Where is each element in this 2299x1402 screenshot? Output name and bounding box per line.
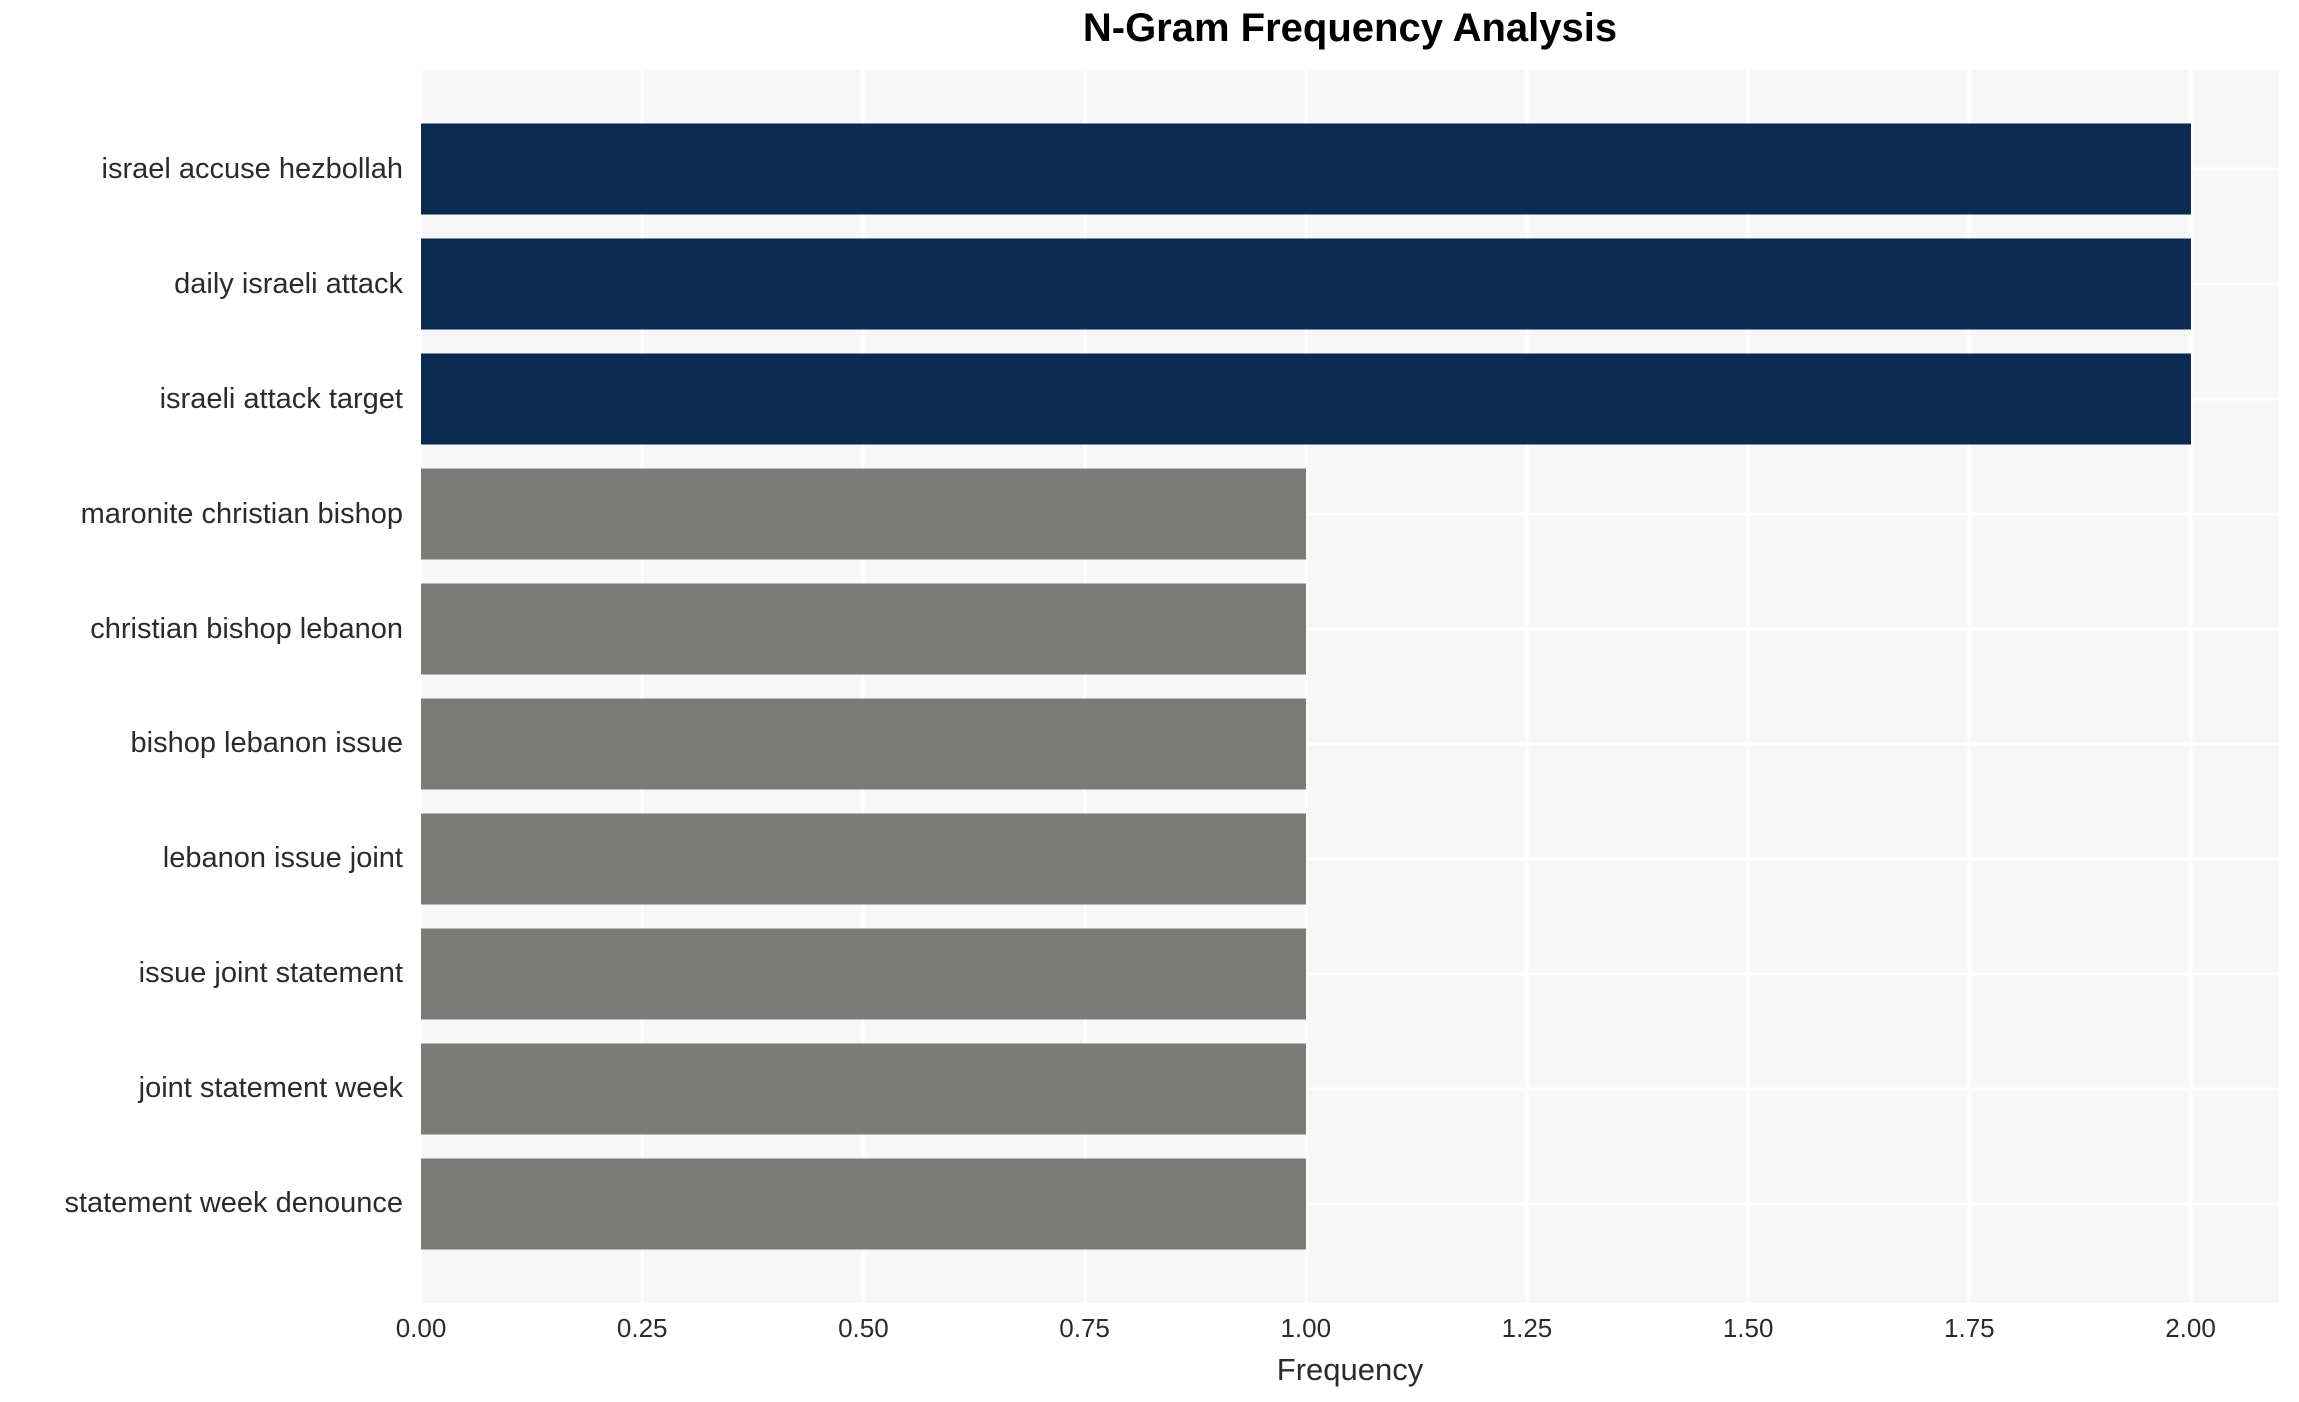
bar-row: bishop lebanon issue	[0, 687, 2279, 802]
y-tick-label: israeli attack target	[159, 382, 403, 415]
chart-title: N-Gram Frequency Analysis	[1082, 6, 1618, 50]
bar-track	[421, 342, 2279, 457]
bar-track	[421, 916, 2279, 1031]
bar-row: maronite christian bishop	[0, 457, 2279, 572]
y-tick-label: joint statement week	[138, 1072, 403, 1105]
bar-track	[421, 572, 2279, 687]
vertical-gridline	[1304, 70, 1308, 1303]
x-tick-label: 0.00	[395, 1313, 447, 1343]
horizontal-gridline	[421, 1087, 2279, 1091]
bar-track	[421, 801, 2279, 916]
bar-track	[421, 1146, 2279, 1261]
bar	[421, 1158, 1306, 1250]
horizontal-gridline	[421, 627, 2279, 631]
y-tick-label: bishop lebanon issue	[130, 727, 403, 760]
vertical-gridline	[1746, 70, 1750, 1303]
bar-track	[421, 227, 2279, 342]
bar	[421, 813, 1306, 905]
vertical-gridline	[1967, 70, 1971, 1303]
x-tick-label: 0.25	[616, 1313, 668, 1343]
bar-row: israel accuse hezbollah	[0, 112, 2279, 227]
vertical-gridline	[1525, 70, 1529, 1303]
bar-row: statement week denounce	[0, 1146, 2279, 1261]
bar	[421, 353, 2191, 445]
y-tick-label: daily israeli attack	[174, 267, 403, 300]
bar-row: israeli attack target	[0, 342, 2279, 457]
bar-rows: israel accuse hezbollah daily israeli att…	[0, 70, 2279, 1303]
bar-track	[421, 457, 2279, 572]
x-axis: 0.00 0.25 0.50 0.75 1.00 1.25 1.50 1.75 2.00	[396, 1303, 2279, 1349]
bar-track	[421, 687, 2279, 802]
horizontal-gridline	[421, 972, 2279, 976]
bar	[421, 928, 1306, 1020]
horizontal-gridline	[421, 512, 2279, 516]
bar-row: daily israeli attack	[0, 227, 2279, 342]
bar-row: lebanon issue joint	[0, 801, 2279, 916]
x-tick-label: 1.25	[1501, 1313, 1553, 1343]
y-tick-label: lebanon issue joint	[162, 842, 403, 875]
bar	[421, 1043, 1306, 1135]
bar-track	[421, 1031, 2279, 1146]
vertical-gridline	[640, 70, 644, 1303]
bar	[421, 238, 2191, 330]
y-tick-label: issue joint statement	[138, 957, 403, 990]
y-tick-label: christian bishop lebanon	[90, 612, 403, 645]
y-tick-label: maronite christian bishop	[80, 497, 403, 530]
y-tick-label: israel accuse hezbollah	[101, 152, 403, 185]
bar-row: christian bishop lebanon	[0, 572, 2279, 687]
bar	[421, 583, 1306, 675]
x-tick-label: 0.50	[838, 1313, 889, 1343]
bar-row: issue joint statement	[0, 916, 2279, 1031]
x-tick-label: 1.50	[1722, 1313, 1774, 1343]
y-tick-label: statement week denounce	[64, 1187, 403, 1220]
horizontal-gridline	[421, 1202, 2279, 1206]
vertical-gridline	[861, 70, 865, 1303]
bar	[421, 468, 1306, 560]
bar-row: joint statement week	[0, 1031, 2279, 1146]
horizontal-gridline	[421, 857, 2279, 861]
vertical-gridline	[1083, 70, 1087, 1303]
bar	[421, 698, 1306, 790]
vertical-gridline	[2189, 70, 2193, 1303]
bar	[421, 123, 2191, 215]
horizontal-gridline	[421, 742, 2279, 746]
x-tick-label: 2.00	[2165, 1313, 2216, 1343]
x-tick-label: 1.75	[1944, 1313, 1995, 1343]
x-tick-label: 1.00	[1280, 1313, 1332, 1343]
bar-track	[421, 112, 2279, 227]
vertical-gridline	[419, 70, 423, 1303]
x-tick-label: 0.75	[1059, 1313, 1110, 1343]
x-axis-label: Frequency	[1276, 1352, 1424, 1387]
